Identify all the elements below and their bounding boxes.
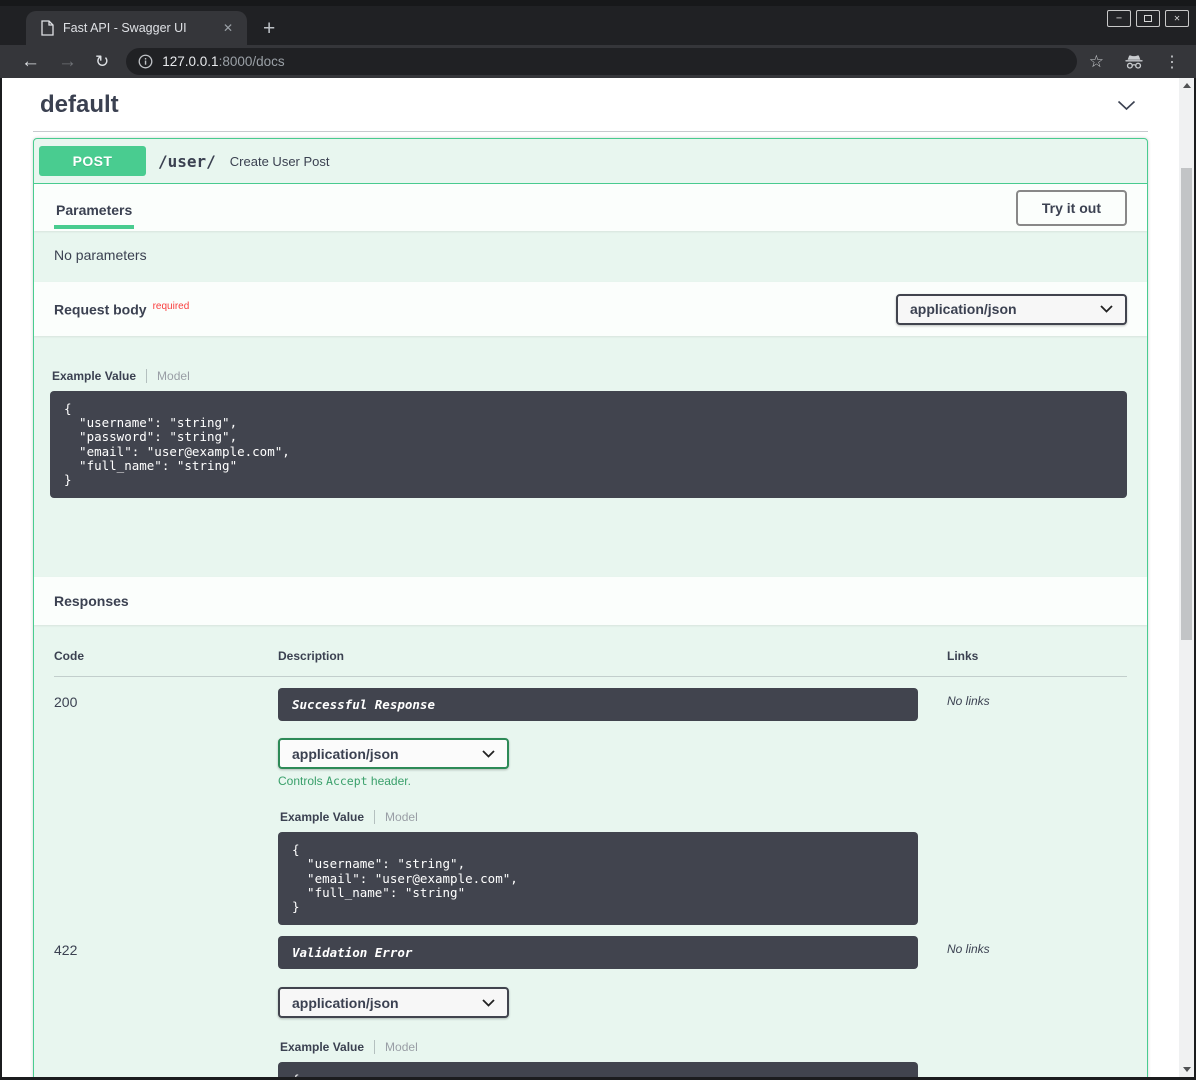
menu-icon[interactable]: ⋮: [1164, 53, 1180, 71]
url-path: :8000/docs: [218, 54, 285, 69]
tab-model[interactable]: Model: [374, 810, 418, 825]
request-body-label: Request body: [54, 301, 147, 318]
response-media-type-value: application/json: [292, 994, 399, 1011]
chevron-down-icon: [482, 999, 495, 1007]
page-scrollbar[interactable]: [1179, 78, 1194, 1077]
browser-toolbar: ← → ↻ 127.0.0.1:8000/docs ☆ ⋮: [0, 45, 1196, 78]
reload-button[interactable]: ↻: [95, 51, 110, 71]
responses-table: Code Description Links 200 Successful Re…: [34, 625, 1147, 1077]
response-media-type-value: application/json: [292, 745, 399, 762]
tab-example-value[interactable]: Example Value: [280, 1040, 365, 1055]
endpoint-path: /user/: [158, 151, 216, 171]
bookmark-star-icon[interactable]: ☆: [1088, 51, 1104, 71]
maximize-button[interactable]: [1136, 10, 1160, 27]
incognito-icon[interactable]: [1124, 54, 1144, 70]
tag-expand-chevron-icon[interactable]: [1117, 100, 1136, 111]
column-description: Description: [278, 649, 345, 664]
new-tab-button[interactable]: +: [263, 17, 276, 40]
responses-section-header: Responses: [34, 577, 1147, 626]
response-code: 200: [54, 694, 78, 711]
address-bar[interactable]: 127.0.0.1:8000/docs: [126, 48, 1077, 75]
scroll-thumb[interactable]: [1181, 168, 1192, 640]
accept-note-suffix: header.: [367, 774, 411, 789]
response-description-cell: Successful Response application/json Con…: [278, 688, 918, 926]
response-example-code: { "username": "string", "email": "user@e…: [278, 832, 918, 926]
example-model-tabs: Example Value Model: [280, 810, 918, 825]
example-model-tabs: Example Value Model: [280, 1040, 918, 1055]
tab-model[interactable]: Model: [374, 1040, 418, 1055]
tab-close-icon[interactable]: ✕: [222, 21, 233, 35]
request-body-section-header: Request body required application/json: [34, 282, 1147, 336]
scroll-up-button[interactable]: [1179, 78, 1194, 93]
request-body-example-area: Example Value Model { "username": "strin…: [34, 336, 1147, 577]
tab-example-value[interactable]: Example Value: [280, 810, 365, 825]
tab-title: Fast API - Swagger UI: [63, 21, 187, 35]
column-code: Code: [54, 649, 84, 664]
response-links: No links: [947, 942, 990, 957]
request-body-title: Request body required: [54, 301, 189, 318]
response-example-code: { "detail": [: [278, 1062, 918, 1077]
scroll-down-button[interactable]: [1179, 1062, 1194, 1077]
tag-divider: [33, 131, 1148, 132]
try-it-out-button[interactable]: Try it out: [1015, 189, 1127, 226]
response-description-bar: Validation Error: [278, 936, 918, 970]
response-description-bar: Successful Response: [278, 688, 918, 722]
response-links: No links: [947, 694, 990, 709]
tab-example-value[interactable]: Example Value: [52, 369, 137, 383]
tag-header[interactable]: default: [33, 86, 1148, 124]
back-button[interactable]: ←: [21, 51, 40, 72]
site-info-icon[interactable]: [138, 54, 153, 69]
controls-accept-note: Controls Accept header.: [278, 774, 918, 788]
request-content-type-value: application/json: [910, 301, 1017, 317]
method-badge: POST: [39, 146, 146, 176]
close-button[interactable]: ✕: [1165, 10, 1189, 27]
request-content-type-select[interactable]: application/json: [896, 293, 1127, 325]
page-icon: [41, 20, 54, 36]
accept-note-code: Accept: [326, 774, 368, 789]
chevron-down-icon: [1100, 305, 1113, 313]
browser-tab[interactable]: Fast API - Swagger UI ✕: [26, 11, 247, 45]
tag-name: default: [40, 91, 119, 118]
forward-button[interactable]: →: [58, 51, 77, 72]
required-badge: required: [152, 300, 190, 312]
responses-table-header: Code Description Links: [54, 649, 1127, 678]
tab-bar: Fast API - Swagger UI ✕ + − ✕: [0, 6, 1196, 45]
tab-model[interactable]: Model: [146, 369, 190, 383]
column-links: Links: [947, 649, 979, 664]
tab-parameters[interactable]: Parameters: [54, 188, 135, 229]
response-description-cell: Validation Error application/json Exampl…: [278, 936, 918, 1077]
chevron-down-icon: [482, 750, 495, 758]
response-code: 422: [54, 942, 78, 959]
swagger-page: default POST /user/ Create User Post Par…: [2, 78, 1194, 1077]
url-text: 127.0.0.1:8000/docs: [162, 54, 284, 69]
response-media-type-select[interactable]: application/json: [278, 738, 509, 770]
responses-title: Responses: [54, 593, 129, 610]
scroll-up-icon: [1182, 83, 1191, 88]
url-host: 127.0.0.1: [162, 54, 219, 69]
accept-note-prefix: Controls: [278, 774, 327, 789]
endpoint-summary: Create User Post: [229, 153, 330, 169]
opblock-post-user: POST /user/ Create User Post Parameters …: [33, 138, 1148, 1077]
scroll-down-icon: [1182, 1067, 1191, 1072]
response-media-type-select[interactable]: application/json: [278, 987, 509, 1019]
minimize-button[interactable]: −: [1107, 10, 1131, 27]
operation-summary[interactable]: POST /user/ Create User Post: [34, 139, 1147, 184]
response-row-200: 200 Successful Response application/json…: [54, 677, 1127, 926]
window-top-edge: [0, 0, 1196, 6]
maximize-icon: [1144, 15, 1152, 22]
parameters-section-header: Parameters Try it out: [34, 184, 1147, 231]
response-row-422: 422 Validation Error application/json Ex…: [54, 925, 1127, 1077]
no-parameters-text: No parameters: [54, 247, 147, 263]
example-model-tabs: Example Value Model: [52, 369, 1127, 383]
request-example-code: { "username": "string", "password": "str…: [50, 391, 1127, 499]
